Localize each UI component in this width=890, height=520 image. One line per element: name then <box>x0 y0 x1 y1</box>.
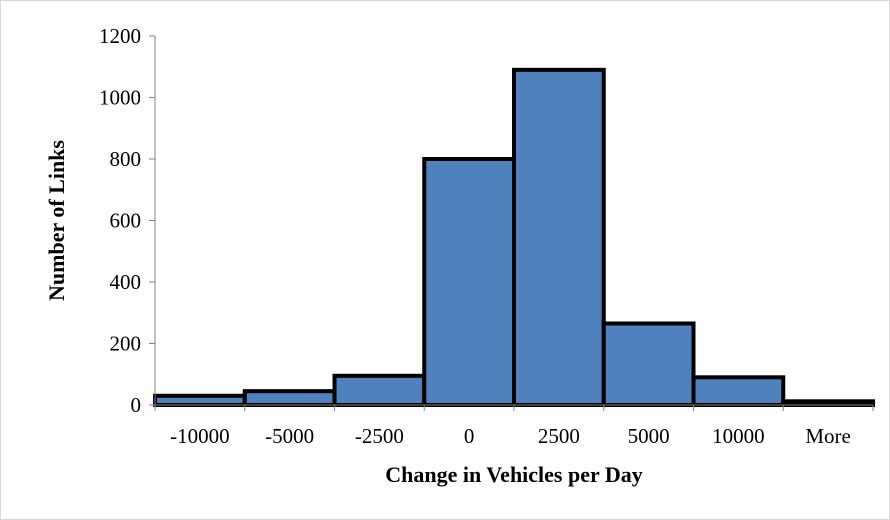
y-tick-label: 800 <box>110 147 142 171</box>
bars-group <box>153 67 875 408</box>
bar--2500 <box>332 373 427 408</box>
x-tick-label: -10000 <box>170 424 230 448</box>
x-tick-label: -5000 <box>265 424 314 448</box>
bar-0 <box>422 157 516 407</box>
bar-2500 <box>512 67 606 407</box>
y-ticks-group: 0 200 400 600 800 1000 1200 <box>99 24 155 417</box>
y-tick-label: 0 <box>131 393 142 417</box>
x-tick-label: 2500 <box>538 424 580 448</box>
y-tick-label: 600 <box>110 209 142 233</box>
bar-10000 <box>691 375 786 408</box>
x-axis-title: Change in Vehicles per Day <box>385 462 643 487</box>
x-tick-label: 0 <box>464 424 475 448</box>
y-tick-label: 1200 <box>99 24 141 48</box>
x-tick-label: More <box>805 424 851 448</box>
bar--5000 <box>242 389 337 408</box>
x-tick-label: 10000 <box>712 424 765 448</box>
y-tick-label: 1000 <box>99 86 141 110</box>
y-tick-label: 200 <box>110 332 142 356</box>
x-tick-label: 5000 <box>628 424 670 448</box>
bar-5000 <box>601 321 696 408</box>
y-tick-label: 400 <box>110 270 142 294</box>
bar-More <box>781 399 875 407</box>
bar--10000 <box>153 393 247 407</box>
x-ticks-group: -10000 -5000 -2500 0 2500 5000 10000 More <box>154 405 874 448</box>
y-axis-title: Number of Links <box>44 140 69 301</box>
x-tick-label: -2500 <box>355 424 404 448</box>
